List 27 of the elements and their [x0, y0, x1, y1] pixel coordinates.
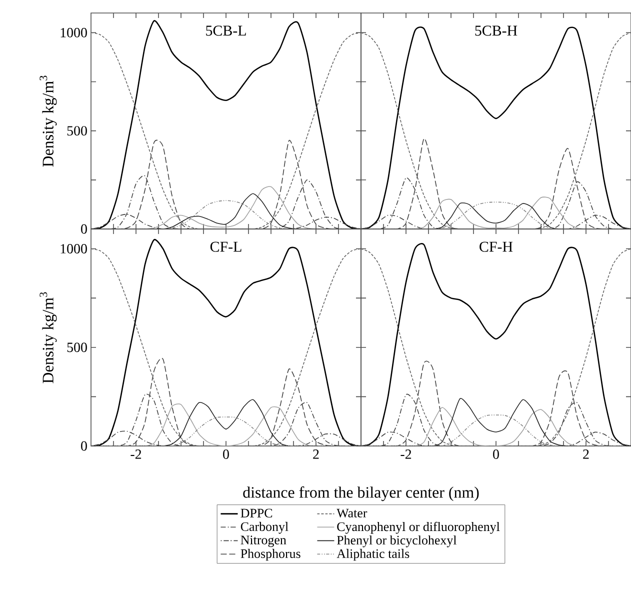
- x-tick-label: -2: [130, 450, 142, 459]
- legend-label: Carbonyl: [240, 522, 288, 534]
- legend-label: DPPC: [240, 508, 272, 518]
- y-tick-label: 0: [81, 441, 87, 451]
- legend-label: Nitrogen: [240, 536, 286, 548]
- y-tick-label: 0: [81, 224, 87, 234]
- x-axis-title: distance from the bilayer center (nm): [243, 486, 479, 502]
- y-axis-title: Density kg/m$^{3}$: [40, 76, 57, 167]
- x-tick-label: -2: [400, 450, 412, 459]
- y-tick-label: 500: [67, 126, 87, 136]
- x-tick-label: 0: [493, 450, 499, 459]
- y-tick-label: 1000: [60, 28, 87, 38]
- y-tick-label: 1000: [60, 244, 87, 254]
- x-tick-label: 0: [223, 450, 229, 459]
- legend-label: Aliphatic tails: [336, 548, 410, 561]
- text: 5CB-L: [206, 26, 246, 36]
- text: 5CB-H: [475, 26, 518, 36]
- legend-label: Phenyl or bicyclohexyl: [336, 535, 456, 548]
- x-tick-label: 2: [313, 450, 319, 459]
- text: CF-L: [210, 242, 242, 252]
- legend-label: Phosphorus: [240, 548, 300, 561]
- text: CF-H: [480, 242, 513, 252]
- x-tick-label: 2: [583, 450, 589, 459]
- y-axis-title: Density kg/m$^{3}$: [40, 292, 57, 384]
- legend-label: Cyanophenyl or difluorophenyl: [337, 522, 500, 534]
- y-tick-label: 500: [67, 342, 87, 352]
- legend-label: Water: [336, 508, 368, 518]
